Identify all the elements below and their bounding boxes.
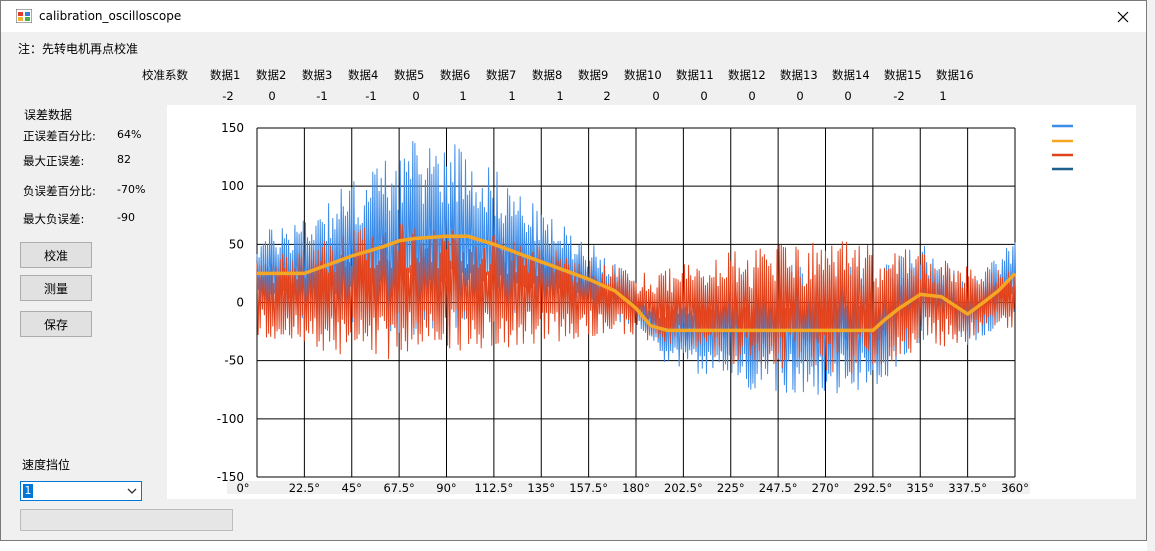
calib-header: 数据12 (728, 68, 766, 82)
x-tick-label: 247.5° (759, 481, 798, 495)
measure-button[interactable]: 测量 (20, 275, 92, 301)
x-tick-label: 337.5° (948, 481, 987, 495)
app-icon (16, 9, 32, 23)
calib-value: 0 (268, 89, 276, 103)
close-button[interactable] (1100, 1, 1146, 32)
y-tick-label: -50 (224, 354, 244, 368)
calib-header: 数据8 (532, 68, 563, 82)
x-tick-label: 315° (906, 481, 934, 495)
calib-header: 数据15 (884, 68, 922, 82)
chevron-down-icon (127, 488, 137, 494)
calib-header: 数据7 (486, 68, 517, 82)
calib-value: 0 (412, 89, 420, 103)
calib-header: 数据5 (394, 68, 425, 82)
y-tick-label: 150 (221, 121, 244, 135)
y-tick-label: -100 (217, 412, 244, 426)
calib-header: 数据1 (210, 68, 241, 82)
y-tick-label: 100 (221, 179, 244, 193)
calib-value: -1 (365, 89, 377, 103)
calib-value: 1 (459, 89, 467, 103)
speed-label: 速度挡位 (22, 458, 71, 472)
calib-header: 数据14 (832, 68, 870, 82)
series-line-red (256, 223, 1016, 374)
x-tick-label: 270° (812, 481, 840, 495)
close-icon (1117, 11, 1129, 22)
progress-bar (20, 509, 233, 531)
x-tick-label: 135° (527, 481, 555, 495)
title-bar: calibration_oscilloscope (1, 1, 1146, 32)
y-tick-label: -150 (217, 470, 244, 484)
calib-header: 数据16 (936, 68, 974, 82)
x-tick-label: 157.5° (569, 481, 608, 495)
chart-panel: -150 -100 -50 0 50 100 150 0° 22.5° 45° 67.5° 90° 11… (167, 105, 1136, 499)
series-line-orange (257, 234, 1017, 333)
calib-value: 0 (796, 89, 804, 103)
pos-pct-value: 64% (117, 128, 142, 141)
error-section-title: 误差数据 (24, 108, 73, 122)
x-tick-label: 202.5° (664, 481, 703, 495)
calib-value: 0 (844, 89, 852, 103)
window-title: calibration_oscilloscope (39, 9, 182, 23)
calibrate-button[interactable]: 校准 (20, 242, 92, 268)
calib-header: 数据13 (780, 68, 818, 82)
x-axis-label-bar (227, 481, 1030, 494)
x-tick-label: 112.5° (475, 481, 514, 495)
max-neg-label: 最大负误差: (23, 212, 85, 226)
calib-value: -1 (316, 89, 328, 103)
neg-pct-label: 负误差百分比: (23, 184, 96, 198)
max-neg-value: -90 (117, 211, 135, 224)
max-pos-value: 82 (117, 153, 131, 166)
calib-value: -2 (222, 89, 234, 103)
main-window: calibration_oscilloscope 注：先转电机再点校准 校准系数… (0, 0, 1147, 541)
x-tick-label: 360° (1001, 481, 1029, 495)
neg-pct-value: -70% (117, 183, 146, 196)
calib-header: 数据4 (348, 68, 379, 82)
calib-header: 数据11 (676, 68, 714, 82)
calib-value: 1 (556, 89, 564, 103)
y-tick-label: 0 (236, 296, 244, 310)
calib-header: 校准系数 (142, 68, 188, 82)
calib-value: 2 (603, 89, 611, 103)
calib-value: 1 (939, 89, 947, 103)
pos-pct-label: 正误差百分比: (23, 129, 96, 143)
oscilloscope-chart: -150 -100 -50 0 50 100 150 0° 22.5° 45° 67.5° 90° 11… (217, 121, 1073, 495)
calib-value: 0 (748, 89, 756, 103)
x-tick-label: 45° (342, 481, 362, 495)
x-tick-label: 90° (436, 481, 456, 495)
calib-value: -2 (893, 89, 905, 103)
x-tick-label: 180° (622, 481, 650, 495)
calib-value: 0 (700, 89, 708, 103)
calib-header: 数据2 (256, 68, 287, 82)
x-tick-label: 0° (236, 481, 249, 495)
y-tick-label: 50 (229, 237, 244, 251)
x-tick-label: 225° (717, 481, 745, 495)
note-text: 注：先转电机再点校准 (18, 42, 139, 56)
calib-header: 数据9 (578, 68, 609, 82)
x-tick-label: 292.5° (854, 481, 893, 495)
calib-header: 数据6 (440, 68, 471, 82)
max-pos-label: 最大正误差: (23, 154, 85, 168)
speed-select[interactable]: 1 (20, 481, 142, 501)
calib-header: 数据3 (302, 68, 333, 82)
x-tick-label: 67.5° (383, 481, 414, 495)
speed-select-value: 1 (23, 484, 33, 498)
calib-value: 1 (508, 89, 516, 103)
x-tick-label: 22.5° (289, 481, 320, 495)
calib-value: 0 (652, 89, 660, 103)
save-button[interactable]: 保存 (20, 311, 92, 337)
calib-header: 数据10 (624, 68, 662, 82)
background-window-strip (1147, 0, 1155, 551)
